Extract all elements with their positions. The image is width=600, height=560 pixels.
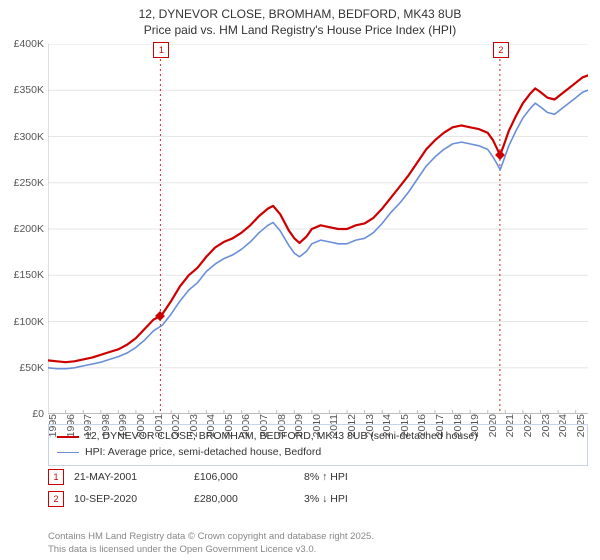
legend: 12, DYNEVOR CLOSE, BROMHAM, BEDFORD, MK4… <box>48 424 588 466</box>
attribution-line-2: This data is licensed under the Open Gov… <box>48 544 374 556</box>
chart-title: 12, DYNEVOR CLOSE, BROMHAM, BEDFORD, MK4… <box>0 0 600 38</box>
chart-svg <box>48 44 588 414</box>
attribution: Contains HM Land Registry data © Crown c… <box>48 531 374 556</box>
tx-date-2: 10-SEP-2020 <box>74 493 194 505</box>
tx-delta-2: 3% ↓ HPI <box>304 493 464 505</box>
tx-delta-1: 8% ↑ HPI <box>304 471 464 483</box>
legend-swatch-red <box>57 436 79 438</box>
y-tick-label: £350K <box>14 84 44 96</box>
event-flag: 1 <box>153 42 169 58</box>
y-tick-label: £100K <box>14 316 44 328</box>
legend-item-blue: HPI: Average price, semi-detached house,… <box>57 445 579 461</box>
tx-marker-2: 2 <box>48 491 64 507</box>
chart-container: { "title_line1": "12, DYNEVOR CLOSE, BRO… <box>0 0 600 560</box>
title-line-1: 12, DYNEVOR CLOSE, BROMHAM, BEDFORD, MK4… <box>0 6 600 22</box>
title-line-2: Price paid vs. HM Land Registry's House … <box>0 22 600 38</box>
tx-date-1: 21-MAY-2001 <box>74 471 194 483</box>
y-tick-label: £0 <box>32 408 44 420</box>
legend-label-blue: HPI: Average price, semi-detached house,… <box>85 445 321 461</box>
tx-price-2: £280,000 <box>194 493 304 505</box>
attribution-line-1: Contains HM Land Registry data © Crown c… <box>48 531 374 543</box>
y-tick-label: £150K <box>14 269 44 281</box>
y-tick-label: £250K <box>14 177 44 189</box>
transaction-table: 1 21-MAY-2001 £106,000 8% ↑ HPI 2 10-SEP… <box>48 466 588 510</box>
plot-area: £0£50K£100K£150K£200K£250K£300K£350K£400… <box>48 44 588 414</box>
legend-item-red: 12, DYNEVOR CLOSE, BROMHAM, BEDFORD, MK4… <box>57 429 579 445</box>
y-tick-label: £300K <box>14 131 44 143</box>
tx-price-1: £106,000 <box>194 471 304 483</box>
legend-swatch-blue <box>57 452 79 453</box>
y-tick-label: £200K <box>14 223 44 235</box>
y-tick-label: £400K <box>14 38 44 50</box>
table-row: 2 10-SEP-2020 £280,000 3% ↓ HPI <box>48 488 588 510</box>
y-tick-label: £50K <box>19 362 44 374</box>
tx-marker-1: 1 <box>48 469 64 485</box>
legend-label-red: 12, DYNEVOR CLOSE, BROMHAM, BEDFORD, MK4… <box>85 429 478 445</box>
event-flag: 2 <box>493 42 509 58</box>
table-row: 1 21-MAY-2001 £106,000 8% ↑ HPI <box>48 466 588 488</box>
